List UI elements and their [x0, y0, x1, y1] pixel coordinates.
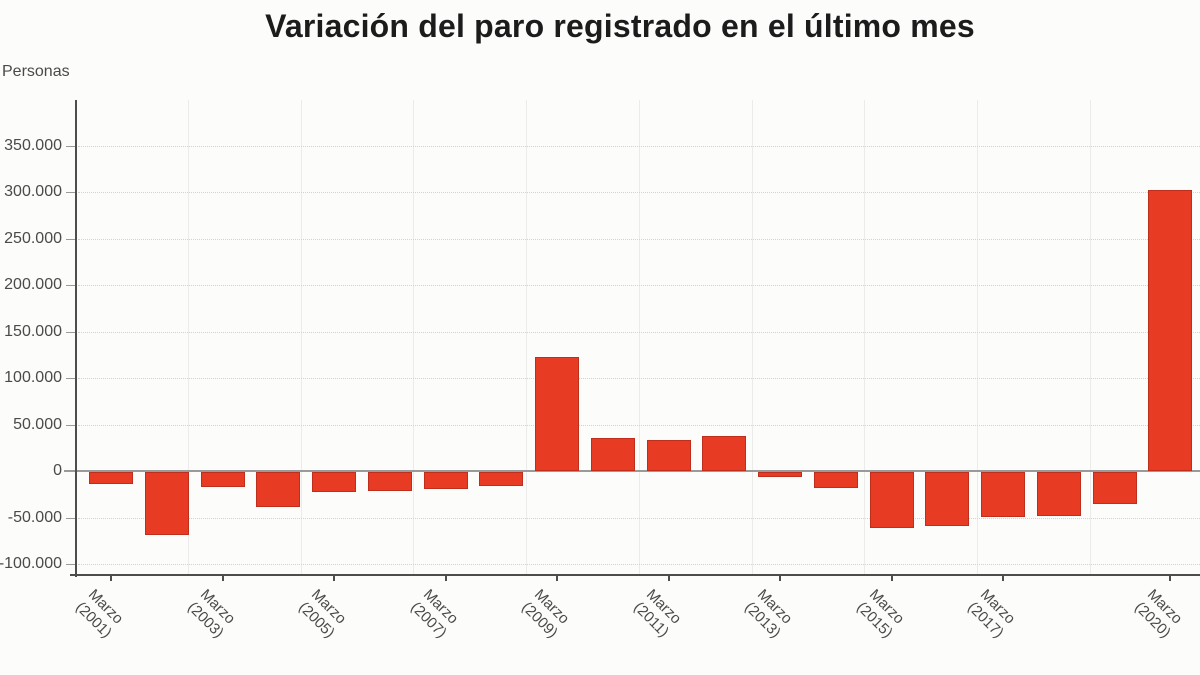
- y-axis-tick: [66, 145, 76, 147]
- x-tick-label-2009: Marzo (2009): [518, 586, 574, 642]
- x-axis-tick: [667, 576, 670, 581]
- bar-marzo-2004: [256, 472, 301, 508]
- bar-marzo-2014: [813, 472, 858, 488]
- y-tick-label: 0: [53, 462, 62, 479]
- bar-marzo-2005: [312, 472, 356, 492]
- x-axis-tick: [556, 576, 558, 581]
- gridline-horizontal: [78, 145, 1200, 147]
- bar-marzo-2013: [758, 472, 802, 477]
- y-axis-tick: [66, 424, 76, 426]
- bar-marzo-2016: [925, 472, 970, 526]
- y-tick-label: 350.000: [4, 136, 62, 154]
- bar-marzo-2009: [535, 356, 579, 471]
- x-tick-label-2013: Marzo (2013): [741, 586, 797, 642]
- x-tick-label-2011: Marzo (2011): [629, 586, 684, 641]
- gridline-horizontal: [78, 285, 1200, 286]
- x-tick-label-2015: Marzo (2015): [852, 586, 908, 642]
- x-tick-label-2001: Marzo (2001): [72, 586, 128, 642]
- y-axis-unit-label: Personas: [2, 63, 70, 80]
- bar-marzo-2017: [981, 472, 1025, 517]
- gridline-horizontal: [78, 238, 1200, 240]
- bar-marzo-2011: [646, 440, 691, 471]
- gridline-vertical: [413, 100, 415, 575]
- zero-line: [64, 470, 1200, 472]
- y-axis-tick: [66, 192, 76, 193]
- y-tick-label: 300.000: [4, 183, 62, 200]
- bar-marzo-2012: [702, 435, 747, 471]
- x-tick-label-2020: Marzo (2020): [1131, 586, 1187, 642]
- x-axis-tick: [1002, 576, 1004, 581]
- x-tick-label-2017: Marzo (2017): [964, 586, 1020, 642]
- bar-marzo-2001: [89, 472, 133, 485]
- bar-marzo-2018: [1036, 472, 1081, 516]
- y-tick-label: -50.000: [7, 508, 62, 526]
- bar-marzo-2010: [590, 438, 635, 471]
- gridline-vertical: [864, 100, 866, 575]
- y-tick-label: 250.000: [4, 229, 62, 247]
- gridline-horizontal: [78, 424, 1200, 426]
- x-axis-line: [70, 574, 1200, 576]
- y-tick-label: 50.000: [13, 415, 62, 433]
- gridline-vertical: [526, 100, 528, 575]
- y-tick-label: 200.000: [4, 276, 62, 293]
- bar-marzo-2015: [869, 472, 914, 528]
- y-axis-line: [75, 100, 77, 577]
- y-tick-label: 100.000: [4, 369, 62, 386]
- gridline-vertical: [300, 100, 302, 575]
- x-axis-tick: [110, 576, 112, 581]
- y-axis-tick: [66, 517, 76, 519]
- bar-marzo-2007: [423, 472, 468, 489]
- x-axis-tick: [221, 576, 224, 581]
- gridline-vertical: [638, 100, 640, 575]
- y-axis-tick: [66, 564, 76, 565]
- y-tick-label: -100.000: [0, 555, 62, 572]
- bar-marzo-2008: [479, 472, 524, 486]
- y-axis-tick: [66, 285, 76, 286]
- x-tick-label-2005: Marzo (2005): [295, 586, 351, 642]
- bar-marzo-2003: [200, 472, 245, 487]
- gridline-horizontal: [78, 192, 1200, 193]
- x-tick-label-2003: Marzo (2003): [183, 586, 239, 642]
- x-tick-label-2007: Marzo (2007): [406, 586, 462, 642]
- gridline-horizontal: [78, 378, 1200, 379]
- x-axis-tick: [333, 576, 335, 581]
- gridline-horizontal: [78, 331, 1200, 333]
- y-tick-label: 150.000: [4, 322, 62, 340]
- y-axis-tick: [66, 378, 76, 379]
- y-axis-tick: [66, 238, 76, 240]
- bar-marzo-2020: [1148, 190, 1193, 471]
- gridline-vertical: [976, 100, 978, 575]
- x-axis-tick: [444, 576, 447, 581]
- bar-marzo-2002: [144, 472, 189, 536]
- gridline-horizontal: [78, 517, 1200, 519]
- bar-marzo-2019: [1092, 472, 1137, 504]
- x-axis-tick: [890, 576, 893, 581]
- gridline-vertical: [188, 100, 189, 575]
- x-axis-tick: [1169, 576, 1172, 581]
- bar-marzo-2006: [367, 472, 412, 491]
- y-axis-tick: [66, 331, 76, 333]
- chart-title: Variación del paro registrado en el últi…: [265, 8, 975, 44]
- x-axis-tick: [779, 576, 781, 581]
- gridline-vertical: [1089, 100, 1091, 575]
- gridline-vertical: [751, 100, 753, 575]
- gridline-horizontal: [78, 564, 1200, 565]
